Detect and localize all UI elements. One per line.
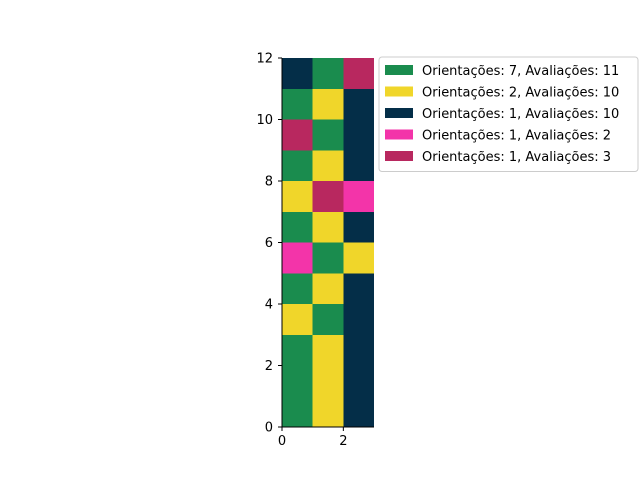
heatmap-cell [282, 273, 313, 304]
heatmap-cell [343, 58, 374, 89]
heatmap-cell [343, 304, 374, 335]
x-tick-label: 0 [278, 434, 286, 449]
y-tick-label: 12 [256, 52, 273, 67]
heatmap-cell [282, 334, 313, 366]
legend-label: Orientações: 7, Avaliações: 11 [422, 64, 619, 79]
legend-label: Orientações: 1, Avaliações: 3 [422, 150, 611, 165]
legend-frame [378, 56, 639, 172]
heatmap-cell [343, 150, 374, 181]
heatmap-cell [343, 119, 374, 151]
heatmap-cell [312, 334, 344, 366]
heatmap-cell [343, 88, 374, 120]
heatmap-cell [282, 88, 313, 120]
legend-swatch [385, 108, 413, 118]
y-tick-label: 0 [265, 421, 273, 436]
legend-swatch [385, 65, 413, 75]
heatmap-cell [282, 396, 313, 427]
heatmap-cell [282, 181, 313, 212]
heatmap-cell [312, 304, 344, 335]
heatmap-cell [312, 58, 344, 89]
heatmap-cell [282, 211, 313, 243]
legend-label: Orientações: 1, Avaliações: 10 [422, 107, 619, 122]
heatmap-cell [282, 242, 313, 274]
legend-label: Orientações: 1, Avaliações: 2 [422, 129, 611, 144]
heatmap-cell [312, 150, 344, 181]
legend-swatch [385, 151, 413, 161]
heatmap-cell [343, 365, 374, 397]
heatmap-cell [343, 273, 374, 304]
heatmap-cell [312, 365, 344, 397]
heatmap-cell [312, 273, 344, 304]
y-tick-label: 4 [265, 298, 273, 313]
y-tick-label: 8 [265, 175, 273, 190]
heatmap-cell [282, 304, 313, 335]
heatmap-cell [343, 396, 374, 427]
heatmap-cell [312, 396, 344, 427]
y-tick-label: 6 [265, 236, 273, 251]
heatmap-cell [312, 88, 344, 120]
heatmap-cell [312, 181, 344, 212]
heatmap-cell [343, 211, 374, 243]
legend-label: Orientações: 2, Avaliações: 10 [422, 86, 619, 101]
y-tick-label: 10 [256, 113, 273, 128]
legend: Orientações: 7, Avaliações: 11 Orientaçõe… [378, 56, 639, 172]
heatmap-cell [343, 242, 374, 274]
heatmap-cells [282, 58, 374, 427]
y-tick-label: 2 [265, 359, 273, 374]
x-tick-label: 2 [339, 434, 347, 449]
heatmap-cell [312, 119, 344, 151]
legend-swatch [385, 129, 413, 140]
heatmap-cell [282, 119, 313, 151]
heatmap-cell [343, 181, 374, 212]
axes: 0 2 4 6 8 10 12 0 2 [256, 52, 374, 449]
heatmap-cell [282, 365, 313, 397]
heatmap-cell [312, 211, 344, 243]
legend-swatch [385, 86, 413, 97]
heatmap-cell [312, 242, 344, 274]
heatmap-cell [282, 58, 313, 89]
heatmap-cell [282, 150, 313, 181]
heatmap-cell [343, 334, 374, 366]
